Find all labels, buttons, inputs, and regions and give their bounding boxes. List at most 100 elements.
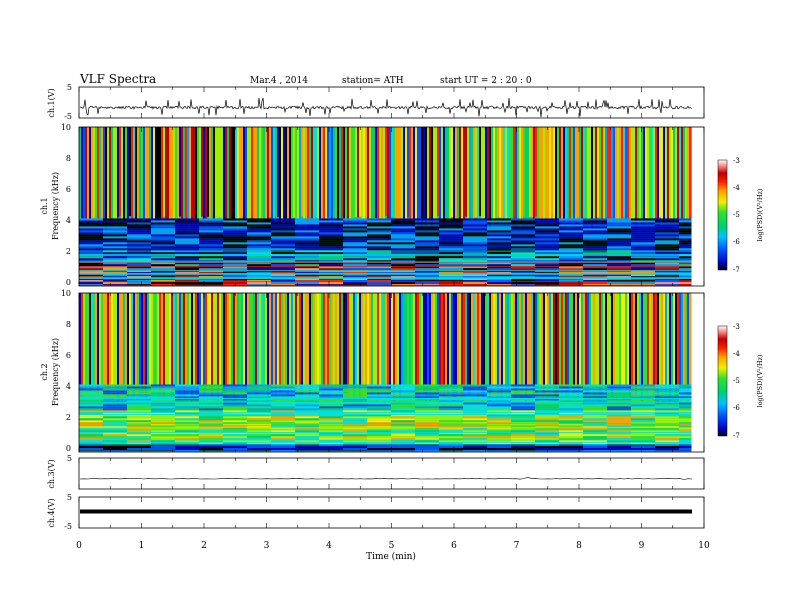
low-frequency-band-cell [487,274,511,277]
sferic-streak [139,127,141,220]
sferic-streak [173,293,175,395]
low-frequency-band-cell [79,412,103,415]
low-frequency-band-cell [343,436,367,439]
low-frequency-band-cell [439,224,463,227]
low-frequency-band-cell [295,404,319,407]
sferic-streak [171,127,173,227]
low-frequency-band-cell [415,420,439,423]
low-frequency-band-cell [103,430,127,433]
low-frequency-band-cell [319,448,343,451]
low-frequency-band-cell [679,396,703,399]
low-frequency-band-cell [679,428,703,431]
sferic-streak [177,127,179,224]
low-frequency-band-cell [319,260,343,263]
low-frequency-band-cell [247,220,271,223]
low-frequency-band-cell [127,390,151,393]
low-frequency-band-cell [463,236,487,239]
low-frequency-band-cell [343,246,367,249]
low-frequency-band-cell [223,412,247,415]
low-frequency-band-cell [223,410,247,413]
sferic-streak [97,127,99,226]
sferic-streak [281,127,283,223]
low-frequency-band-cell [583,432,607,435]
sferic-streak [319,293,321,404]
sferic-streak [555,127,557,226]
low-frequency-band-cell [151,418,175,421]
low-frequency-band-cell [175,386,199,389]
low-frequency-band-cell [127,430,151,433]
sferic-streak [547,127,549,220]
low-frequency-band-cell [175,424,199,427]
low-frequency-band-cell [367,436,391,439]
low-frequency-band-cell [127,398,151,401]
sferic-streak [681,127,683,223]
low-frequency-band-cell [367,390,391,393]
low-frequency-band-cell [559,390,583,393]
low-frequency-band-cell [223,238,247,241]
sferic-streak [105,293,107,398]
low-frequency-band-cell [415,280,439,283]
low-frequency-band-cell [295,410,319,413]
low-frequency-band-cell [631,394,655,397]
low-frequency-band-cell [295,396,319,399]
sferic-streak [159,293,161,392]
sferic-streak [461,293,463,394]
sferic-streak [185,293,187,392]
sferic-streak [153,127,155,224]
low-frequency-band-cell [79,240,103,243]
low-frequency-band-cell [175,260,199,263]
low-frequency-band-cell [247,282,271,285]
low-frequency-band-cell [631,258,655,261]
low-frequency-band-cell [439,260,463,263]
low-frequency-band-cell [79,218,103,221]
sferic-streak [477,293,479,403]
sferic-streak [583,127,585,221]
low-frequency-band-cell [607,262,631,265]
low-frequency-band-cell [439,262,463,265]
low-frequency-band-cell [79,220,103,223]
sferic-streak [317,127,319,229]
sferic-streak [263,127,265,217]
low-frequency-band-cell [631,238,655,241]
sferic-streak [591,127,593,229]
sferic-streak [689,127,691,221]
low-frequency-band-cell [295,240,319,243]
low-frequency-band-cell [607,408,631,411]
low-frequency-band-cell [367,244,391,247]
low-frequency-band-cell [679,280,703,283]
low-frequency-band-cell [487,272,511,275]
ch2-ytick-2: 2 [66,413,71,422]
low-frequency-band-cell [367,414,391,417]
low-frequency-band-cell [367,226,391,229]
low-frequency-band-cell [487,396,511,399]
low-frequency-band-cell [175,218,199,221]
low-frequency-band-cell [175,430,199,433]
low-frequency-band-cell [511,400,535,403]
x-tick-9: 9 [639,541,645,551]
low-frequency-band-cell [295,448,319,451]
ch1-waveform-panel: 5 -5 ch.1(V) [47,83,705,121]
low-frequency-band-cell [175,246,199,249]
low-frequency-band-cell [271,388,295,391]
low-frequency-band-cell [607,434,631,437]
low-frequency-band-cell [679,394,703,397]
sferic-streak [495,127,497,223]
low-frequency-band-cell [391,416,415,419]
low-frequency-band-cell [487,264,511,267]
low-frequency-band-cell [559,430,583,433]
sferic-streak [347,293,349,396]
low-frequency-band-cell [679,440,703,443]
low-frequency-band-cell [607,396,631,399]
low-frequency-band-cell [247,394,271,397]
low-frequency-band-cell [199,434,223,437]
low-frequency-band-cell [271,218,295,221]
low-frequency-band-cell [175,394,199,397]
low-frequency-band-cell [271,232,295,235]
low-frequency-band-cell [367,246,391,249]
low-frequency-band-cell [103,410,127,413]
sferic-streak [83,293,85,396]
low-frequency-band-cell [271,234,295,237]
low-frequency-band-cell [583,258,607,261]
sferic-streak [371,293,373,395]
low-frequency-band-cell [439,266,463,269]
